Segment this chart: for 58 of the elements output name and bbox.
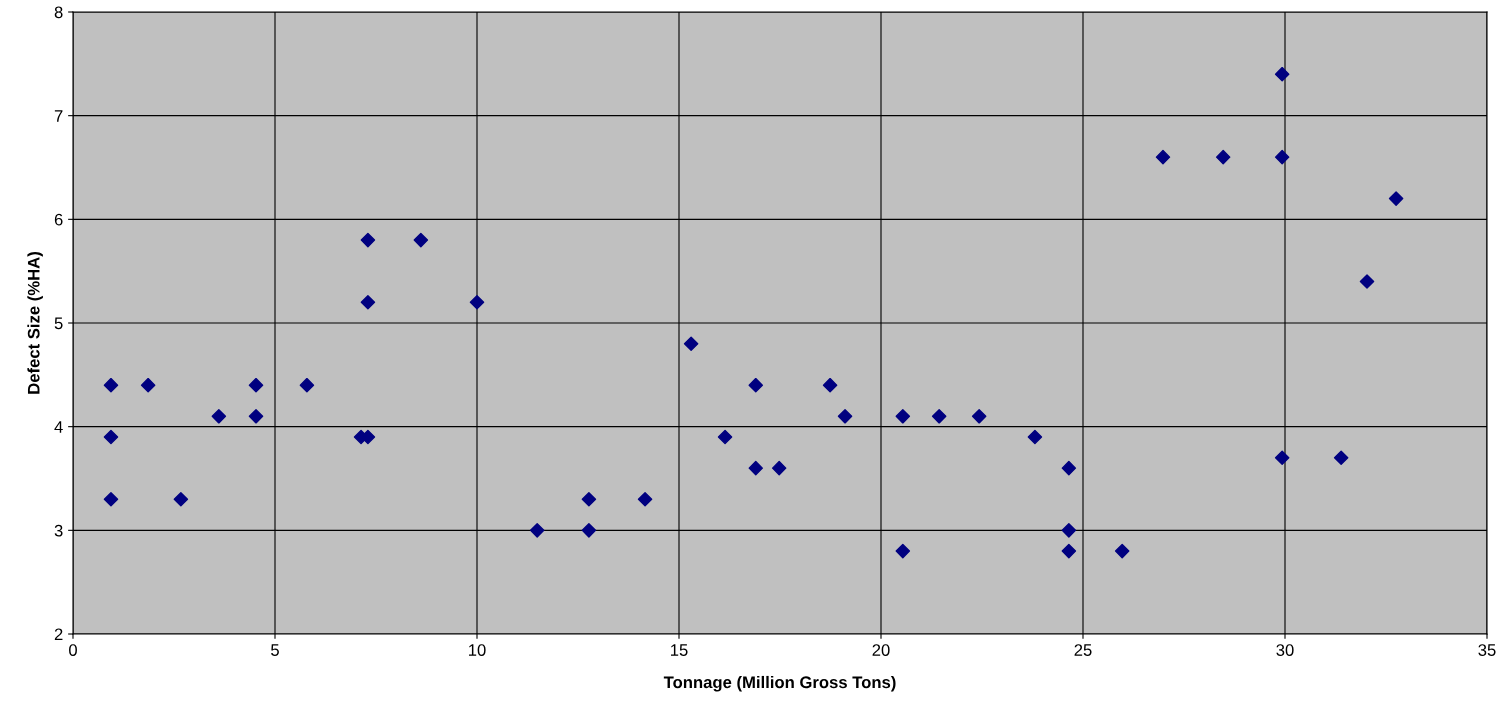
- point: [103, 429, 119, 445]
- point: [103, 491, 119, 507]
- x-tick-label: 20: [872, 644, 890, 656]
- point: [771, 460, 787, 476]
- point: [822, 377, 838, 393]
- point: [360, 294, 376, 310]
- point: [581, 523, 597, 538]
- x-axis-title: Tonnage (Million Gross Tons): [663, 675, 896, 692]
- point: [895, 409, 911, 424]
- point: [637, 491, 653, 507]
- point: [683, 336, 699, 352]
- point: [248, 377, 264, 393]
- point: [837, 409, 853, 424]
- x-tick-label: 0: [69, 644, 77, 656]
- point: [211, 409, 227, 424]
- x-tick-label: 25: [1074, 644, 1092, 656]
- point: [1114, 543, 1130, 559]
- point: [1274, 66, 1290, 82]
- y-tick-label: 3: [54, 524, 63, 537]
- point: [469, 294, 485, 310]
- point: [248, 409, 264, 424]
- point: [895, 543, 911, 559]
- point: [1155, 149, 1171, 165]
- y-tick-label: 5: [54, 317, 63, 330]
- point: [173, 491, 189, 507]
- point: [299, 377, 315, 393]
- point: [103, 377, 119, 393]
- point: [1061, 543, 1077, 559]
- point: [413, 232, 429, 248]
- point: [971, 409, 987, 424]
- x-tick-label: 10: [469, 644, 486, 656]
- point: [717, 429, 733, 445]
- point: [748, 460, 764, 476]
- point: [140, 377, 156, 393]
- point: [1333, 450, 1349, 466]
- x-tick-label: 15: [671, 644, 688, 656]
- x-tick-label: 35: [1478, 644, 1496, 656]
- point: [931, 409, 947, 424]
- point: [748, 377, 764, 393]
- point: [1061, 460, 1077, 476]
- point: [1274, 450, 1290, 466]
- point: [1359, 274, 1375, 289]
- y-tick-label: 8: [54, 6, 63, 19]
- y-tick-label: 2: [54, 628, 63, 641]
- point: [1215, 149, 1231, 165]
- point: [1061, 523, 1077, 538]
- y-tick-label: 6: [54, 213, 63, 226]
- y-axis-title: Defect Size (%HA): [27, 252, 43, 394]
- x-tick-label: 5: [271, 644, 279, 656]
- y-tick-label: 7: [54, 110, 63, 122]
- point: [360, 232, 376, 248]
- y-tick-label: 4: [54, 421, 63, 433]
- point: [1027, 429, 1043, 445]
- x-tick-label: 30: [1276, 644, 1294, 656]
- point: [1274, 149, 1290, 165]
- point: [1388, 191, 1404, 206]
- point: [529, 523, 545, 538]
- point: [581, 491, 597, 507]
